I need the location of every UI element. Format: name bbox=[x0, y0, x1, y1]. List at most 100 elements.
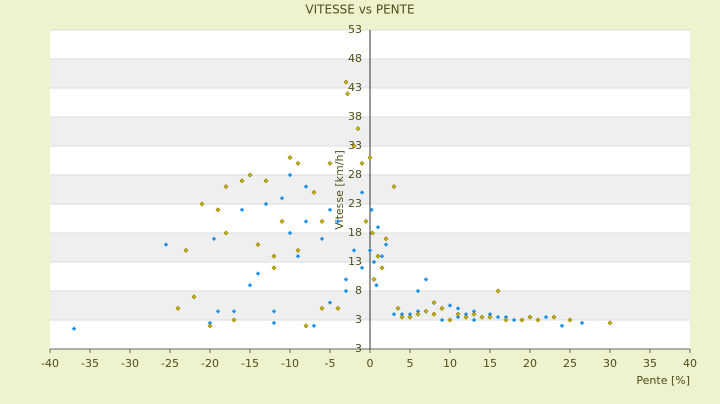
point bbox=[363, 218, 369, 224]
point bbox=[439, 305, 445, 311]
point bbox=[271, 320, 277, 326]
point bbox=[183, 247, 189, 253]
point bbox=[567, 317, 573, 323]
point bbox=[359, 160, 365, 166]
point bbox=[487, 314, 493, 320]
point bbox=[345, 91, 351, 97]
point bbox=[519, 317, 525, 323]
point bbox=[415, 311, 421, 317]
point bbox=[279, 196, 285, 201]
point bbox=[271, 309, 277, 314]
point bbox=[455, 306, 461, 311]
point bbox=[215, 309, 221, 314]
point bbox=[407, 312, 413, 317]
point bbox=[303, 184, 309, 189]
point bbox=[447, 317, 453, 323]
point bbox=[71, 326, 77, 331]
point bbox=[223, 184, 229, 190]
point bbox=[327, 300, 333, 305]
chart-title: VITESSE vs PENTE bbox=[305, 3, 414, 17]
point bbox=[479, 314, 485, 320]
point bbox=[439, 317, 445, 323]
point bbox=[543, 314, 549, 320]
point bbox=[375, 253, 381, 259]
point bbox=[343, 79, 349, 85]
point bbox=[423, 308, 429, 314]
point bbox=[367, 248, 373, 253]
point bbox=[263, 201, 269, 207]
x-tick-label: -40 bbox=[41, 357, 59, 370]
point bbox=[255, 271, 261, 276]
point bbox=[379, 254, 385, 259]
point bbox=[215, 207, 221, 213]
point bbox=[375, 225, 381, 230]
y-axis-label: Vitesse [km/h] bbox=[333, 150, 346, 230]
point bbox=[407, 314, 413, 320]
point bbox=[271, 265, 277, 271]
point bbox=[247, 283, 253, 288]
point bbox=[471, 317, 477, 323]
x-tick-label: -15 bbox=[241, 357, 259, 370]
point bbox=[327, 160, 333, 166]
point bbox=[175, 305, 181, 311]
point bbox=[535, 317, 541, 323]
point bbox=[295, 247, 301, 253]
point bbox=[319, 218, 325, 224]
point bbox=[471, 309, 477, 314]
x-tick-label: 10 bbox=[443, 357, 457, 370]
point bbox=[395, 305, 401, 311]
point bbox=[551, 314, 557, 320]
point bbox=[319, 305, 325, 311]
x-tick-label: -10 bbox=[281, 357, 299, 370]
point bbox=[487, 312, 493, 317]
point bbox=[279, 218, 285, 224]
point bbox=[391, 312, 397, 317]
point bbox=[374, 283, 379, 288]
point bbox=[255, 242, 261, 248]
point bbox=[495, 314, 501, 320]
point bbox=[399, 312, 405, 317]
point bbox=[351, 248, 357, 253]
point bbox=[471, 311, 477, 317]
point bbox=[231, 317, 237, 323]
point bbox=[463, 314, 469, 320]
x-tick-label: -5 bbox=[325, 357, 336, 370]
x-tick-label: 15 bbox=[483, 357, 497, 370]
point bbox=[311, 189, 317, 195]
point bbox=[287, 172, 293, 178]
x-tick-label: 5 bbox=[407, 357, 414, 370]
point bbox=[359, 265, 365, 270]
point bbox=[455, 314, 461, 320]
point bbox=[463, 312, 469, 317]
point bbox=[239, 178, 245, 184]
point bbox=[287, 155, 293, 161]
point bbox=[447, 303, 453, 308]
point bbox=[211, 236, 217, 241]
x-tick-label: 40 bbox=[683, 357, 697, 370]
x-tick-label: 0 bbox=[367, 357, 374, 370]
x-tick-label: -35 bbox=[81, 357, 99, 370]
point bbox=[335, 219, 341, 224]
y-tick-label: 28 bbox=[348, 168, 362, 181]
point bbox=[431, 311, 437, 317]
x-tick-label: -25 bbox=[161, 357, 179, 370]
x-tick-label: 35 bbox=[643, 357, 657, 370]
point bbox=[455, 311, 461, 317]
point bbox=[311, 323, 317, 328]
point bbox=[391, 184, 397, 190]
x-tick-label: -30 bbox=[121, 357, 139, 370]
point bbox=[367, 155, 373, 161]
y-tick-label: 23 bbox=[348, 197, 362, 210]
point bbox=[495, 288, 501, 294]
point bbox=[579, 320, 585, 326]
point bbox=[319, 236, 325, 241]
x-tick-label: 25 bbox=[563, 357, 577, 370]
point bbox=[431, 300, 437, 306]
x-axis-label: Pente [%] bbox=[636, 374, 690, 387]
point bbox=[503, 314, 509, 320]
point bbox=[303, 219, 309, 224]
y-tick-label: 13 bbox=[348, 255, 362, 268]
y-tick-label: 18 bbox=[348, 226, 362, 239]
point bbox=[295, 254, 301, 259]
